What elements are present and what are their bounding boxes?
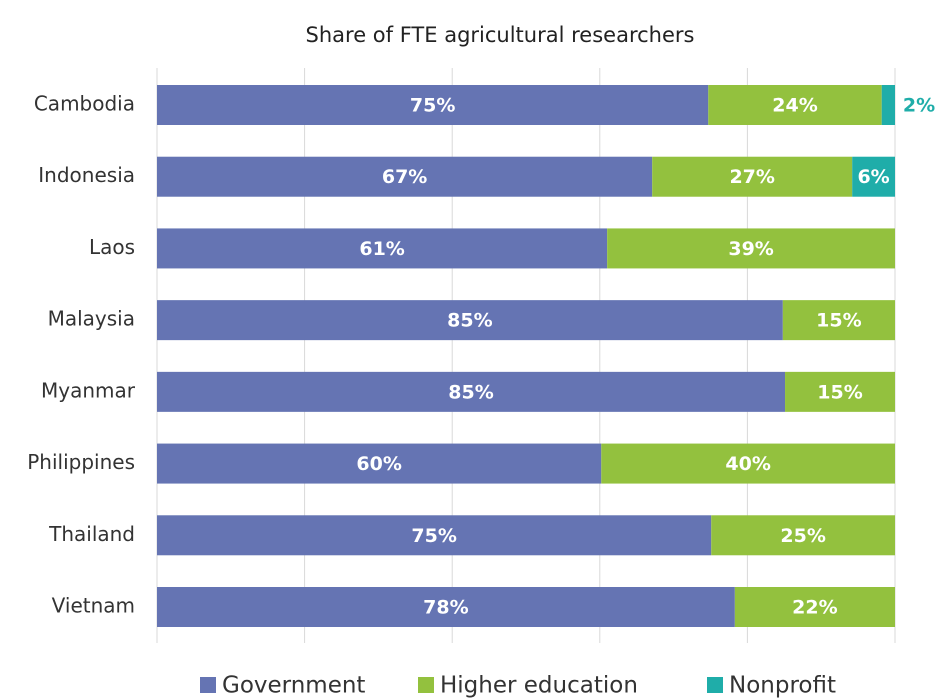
data-label: 2% bbox=[903, 95, 935, 117]
data-label: 85% bbox=[448, 381, 493, 403]
data-label: 27% bbox=[729, 166, 774, 188]
data-label: 61% bbox=[359, 238, 404, 260]
bar-segment bbox=[601, 443, 895, 484]
data-label: 25% bbox=[780, 525, 825, 547]
legend-swatch bbox=[200, 677, 216, 693]
data-label: 22% bbox=[792, 597, 837, 619]
chart-title: Share of FTE agricultural researchers bbox=[306, 23, 695, 47]
legend-swatch bbox=[707, 677, 723, 693]
data-label: 6% bbox=[857, 166, 889, 188]
legend-label: Government bbox=[222, 673, 365, 698]
legend-label: Higher education bbox=[440, 673, 638, 698]
bar-segment bbox=[157, 228, 608, 269]
bar-segment bbox=[881, 85, 895, 125]
y-tick-label: Indonesia bbox=[38, 163, 135, 187]
bar-segment bbox=[157, 515, 712, 556]
bar-segment bbox=[157, 371, 786, 412]
data-label: 39% bbox=[728, 238, 773, 260]
data-label: 24% bbox=[772, 95, 817, 117]
bar-segment bbox=[157, 587, 735, 627]
y-tick-label: Malaysia bbox=[48, 307, 135, 331]
data-label: 15% bbox=[817, 381, 862, 403]
legend-swatch bbox=[418, 677, 434, 693]
bar-segment bbox=[652, 156, 853, 197]
y-tick-label: Cambodia bbox=[34, 92, 135, 116]
legend-label: Nonprofit bbox=[729, 673, 836, 698]
bar-segment bbox=[782, 300, 895, 341]
data-label: 67% bbox=[382, 166, 427, 188]
data-label: 40% bbox=[725, 453, 770, 475]
data-label: 75% bbox=[410, 95, 455, 117]
bar-segment bbox=[711, 515, 895, 556]
bar-segment bbox=[708, 85, 882, 125]
bar-segment bbox=[157, 300, 783, 341]
y-tick-label: Thailand bbox=[48, 522, 135, 546]
y-tick-label: Myanmar bbox=[41, 378, 136, 402]
bar-segment bbox=[157, 156, 653, 197]
bar-segment bbox=[157, 443, 602, 484]
data-label: 75% bbox=[411, 525, 456, 547]
y-tick-label: Philippines bbox=[27, 450, 135, 474]
data-label: 60% bbox=[356, 453, 401, 475]
y-tick-label: Laos bbox=[89, 235, 135, 259]
bar-segment bbox=[607, 228, 895, 269]
bar-segment bbox=[785, 371, 895, 412]
data-label: 85% bbox=[447, 310, 492, 332]
data-label: 78% bbox=[423, 597, 468, 619]
y-tick-label: Vietnam bbox=[52, 594, 135, 618]
data-label: 15% bbox=[816, 310, 861, 332]
bar-segment bbox=[734, 587, 895, 627]
bar-segment bbox=[157, 85, 709, 125]
bar-segment bbox=[852, 156, 895, 197]
